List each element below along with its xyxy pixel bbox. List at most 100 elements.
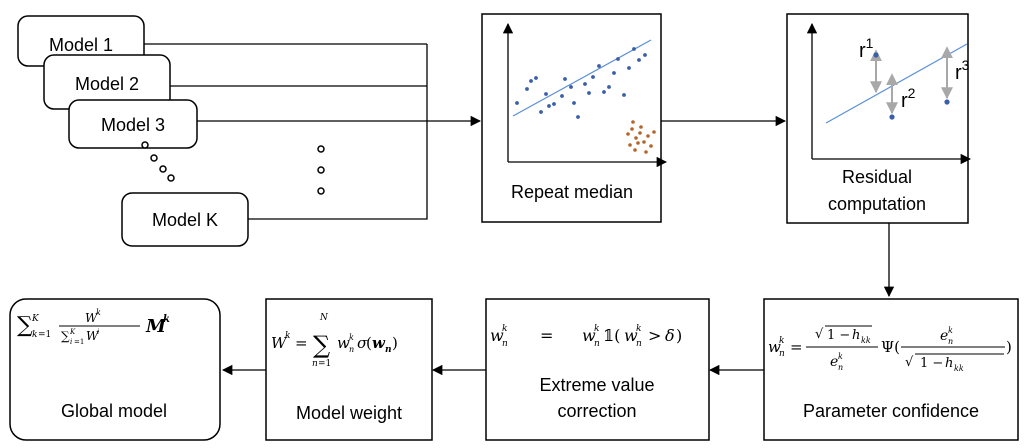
rm-fit-line: [512, 39, 652, 117]
scatter-point: [627, 66, 631, 70]
svg-text:K: K: [69, 328, 76, 336]
scatter-point: [632, 47, 636, 51]
scatter-point: [563, 77, 567, 81]
svg-text:w: w: [582, 326, 596, 345]
outlier-point: [626, 132, 630, 136]
svg-text:𝟙(: 𝟙(: [603, 326, 620, 345]
rm-scatter-points: [515, 47, 647, 119]
svg-text:): ): [392, 334, 398, 352]
svg-text:n: n: [385, 345, 392, 355]
svg-text:k: k: [349, 333, 354, 342]
outlier-point: [644, 150, 648, 154]
extreme-value-formula: w n k = w n k 𝟙( w n k > δ ): [490, 324, 682, 349]
residual-point-2: [889, 114, 895, 120]
svg-text:δ: δ: [665, 326, 675, 345]
svg-text:k: k: [96, 308, 101, 317]
residual-caption-line2: computation: [828, 194, 926, 214]
outlier-point: [642, 140, 646, 144]
svg-text:): ): [676, 326, 682, 345]
model-3-box: [68, 99, 198, 149]
svg-text:(: (: [366, 334, 372, 352]
svg-text:w: w: [372, 334, 386, 352]
svg-text:k: k: [285, 331, 290, 341]
svg-text:n: n: [349, 345, 354, 354]
scatter-point: [583, 82, 587, 86]
svg-text:): ): [1006, 338, 1012, 356]
model-weight-caption: Model weight: [296, 403, 402, 423]
repeat-median-caption: Repeat median: [511, 182, 633, 202]
scatter-point: [612, 71, 616, 75]
r2-label: r2: [901, 85, 916, 112]
scatter-point: [560, 94, 564, 98]
svg-text:k: k: [636, 324, 641, 334]
scatter-point: [569, 85, 573, 89]
svg-text:W: W: [271, 334, 288, 352]
svg-text:1 −: 1 −: [827, 328, 850, 343]
svg-text:>: >: [648, 326, 661, 345]
scatter-point: [525, 87, 529, 91]
extreme-value-caption-line1: Extreme value: [539, 375, 654, 395]
scatter-point: [591, 75, 595, 79]
svg-text:k: k: [948, 326, 953, 335]
outlier-point: [639, 125, 643, 129]
r3-label: r3: [955, 57, 970, 84]
svg-text:n: n: [838, 363, 843, 372]
svg-text:w: w: [490, 326, 504, 345]
svg-text:k: k: [779, 336, 784, 346]
scatter-point: [637, 58, 641, 62]
scatter-point: [515, 101, 519, 105]
svg-text:√: √: [815, 327, 824, 342]
scatter-point: [539, 110, 543, 114]
model-weight-panel: W k = N ∑ n =1 w n k σ ( w n ) Model wei…: [265, 298, 433, 441]
svg-text:h: h: [945, 356, 953, 371]
outlier-point: [633, 148, 637, 152]
model-weight-box: [265, 298, 433, 441]
scatter-point: [552, 102, 556, 106]
svg-text:w: w: [624, 326, 638, 345]
svg-text:n: n: [594, 339, 600, 349]
svg-text:Ψ(: Ψ(: [881, 338, 900, 356]
residual-caption-line1: Residual: [842, 167, 912, 187]
svg-text:i: i: [70, 338, 72, 346]
svg-text:e: e: [830, 354, 838, 370]
scatter-point: [576, 115, 580, 119]
repeat-median-panel: Repeat median: [481, 13, 668, 223]
svg-text:W: W: [86, 329, 100, 343]
model-1-label: Model 1: [49, 35, 113, 55]
outlier-point: [631, 120, 635, 124]
global-model-box: [9, 298, 221, 441]
svg-text:k: k: [838, 352, 843, 361]
model-stack: Model 1 Model 2 Model 3 Model K: [17, 15, 249, 247]
svg-text:N: N: [319, 313, 329, 323]
model-k-label: Model K: [152, 210, 218, 230]
svg-text:kk: kk: [861, 336, 871, 345]
r1-label: r1: [859, 35, 874, 62]
svg-text:n: n: [502, 339, 508, 349]
residual-point-1: [873, 52, 879, 58]
parameter-confidence-box: [763, 298, 1019, 441]
scatter-point: [529, 79, 533, 83]
outlier-point: [646, 134, 650, 138]
residual-panel: r1 r2 r3 Residual computation: [786, 13, 972, 224]
svg-text:n: n: [312, 359, 318, 369]
repeat-median-box: [481, 13, 662, 223]
residual-point-3: [944, 99, 950, 105]
parameter-confidence-caption: Parameter confidence: [803, 401, 979, 421]
svg-text:∑: ∑: [17, 313, 33, 338]
scatter-point: [587, 91, 591, 95]
outlier-point: [636, 141, 640, 145]
svg-text:k: k: [594, 324, 599, 334]
model-weight-formula: W k = N ∑ n =1 w n k σ ( w n ): [271, 313, 398, 369]
svg-text:e: e: [940, 328, 948, 344]
svg-text:K: K: [31, 314, 40, 324]
parameter-confidence-formula: w n k = √ 1 − h kk e n k Ψ( e n k √ 1 − …: [768, 325, 1012, 373]
outlier-point: [652, 130, 656, 134]
svg-text:M: M: [145, 316, 167, 337]
model-2-label: Model 2: [75, 74, 139, 94]
scatter-point: [572, 101, 576, 105]
parameter-confidence-panel: w n k = √ 1 − h kk e n k Ψ( e n k √ 1 − …: [763, 298, 1019, 441]
global-model-panel: ∑ K k =1 W k ∑ K i =1 W i M k Global mod…: [9, 298, 221, 441]
outlier-point: [634, 136, 638, 140]
svg-text:i: i: [97, 328, 99, 336]
